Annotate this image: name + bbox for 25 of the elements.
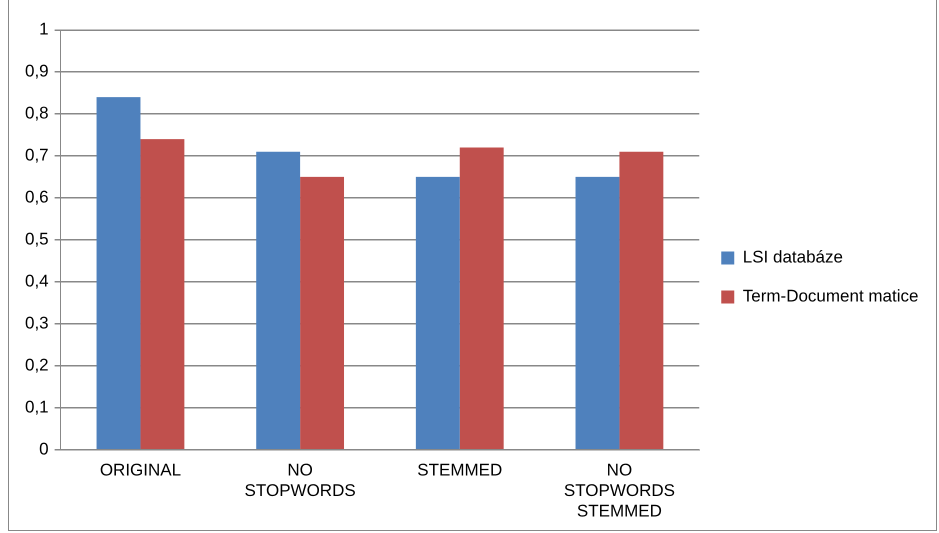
legend-label: LSI databáze [742,248,843,267]
bar [256,152,300,450]
bar [96,97,140,450]
bar [460,148,504,450]
y-tick-label: 0 [39,439,49,458]
x-tick-label: ORIGINAL [100,460,182,480]
y-tick-label: 0,9 [24,62,49,81]
bar [416,176,460,450]
x-tick-label: NO STOPWORDS STEMMED [564,460,675,520]
y-tick-label: 1 [39,20,49,39]
y-tick-label: 0,5 [24,230,49,249]
y-tick-label: 0,2 [24,356,49,375]
y-tick-label: 0,4 [24,272,49,291]
y-tick-label: 0,1 [24,398,49,417]
bar [140,139,184,450]
x-tick-label: STEMMED [417,460,502,480]
y-tick-label: 0,7 [24,146,49,165]
x-tick-label: NO STOPWORDS [244,460,356,500]
bar [619,152,664,450]
y-tick-label: 0,3 [24,314,49,333]
bar [576,176,620,450]
legend-label: Term-Document matice [742,286,918,306]
y-tick-label: 0,6 [24,188,49,207]
y-tick-label: 0,8 [24,104,49,123]
bar [300,176,344,450]
